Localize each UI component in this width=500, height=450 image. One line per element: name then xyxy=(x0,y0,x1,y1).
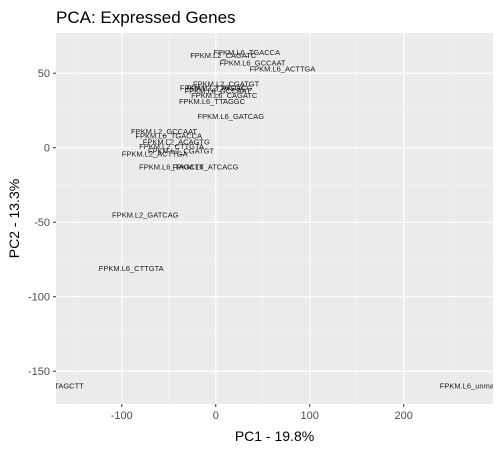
point-label: FPKM.L2_ACTTGA xyxy=(122,149,188,158)
point-label: FPKM.L2_ACAGTG xyxy=(143,137,210,146)
point-label: FPKM.L6_unmatched xyxy=(440,382,500,391)
x-tick-label: 200 xyxy=(395,410,413,422)
y-tick-label: -50 xyxy=(34,217,50,229)
y-axis-ticks: -150 -100 -50 0 50 xyxy=(28,68,56,378)
point-label: FPKM.L2_GCCAAT xyxy=(131,127,198,136)
point-label: FPKM.L6_CAGATC xyxy=(191,91,258,100)
point-label: FPKM.L2_CGATGT xyxy=(148,146,215,155)
point-label: FPKM.L6_GCCAAT xyxy=(185,87,252,96)
point-label: FPKM.L6_TGACCA xyxy=(135,131,202,140)
x-tick-label: -100 xyxy=(111,410,133,422)
point-label: FPKM.L6_GATCAG xyxy=(198,112,265,121)
point-label: FPKM.L2_CAGATC xyxy=(190,51,257,60)
chart-title: PCA: Expressed Genes xyxy=(56,8,236,27)
y-tick-label: 0 xyxy=(44,143,50,155)
point-label: FPKM.L6_ACTTGA xyxy=(250,64,316,73)
y-tick-label: -100 xyxy=(28,292,50,304)
y-axis-title: PC2 - 13.3% xyxy=(6,179,22,258)
point-label: FPKM.L2_CTTGTA xyxy=(139,142,204,151)
point-label: FPKM.L2_TTAGGC xyxy=(180,84,247,93)
point-label: FPKM.L6_TAGCTT xyxy=(139,163,204,172)
point-labels: FPKM.L6_TGACCAFPKM.L2_CAGATCFPKM.L6_GCCA… xyxy=(19,48,500,391)
point-label: FPKM.L2_ATCACG xyxy=(186,84,252,93)
y-tick-label: 50 xyxy=(38,68,50,80)
x-tick-label: 100 xyxy=(301,410,319,422)
major-grid xyxy=(56,33,493,404)
x-tick-label: 0 xyxy=(213,410,219,422)
point-label: FPKM.L2_TAGCTT xyxy=(19,382,84,391)
minor-grid xyxy=(56,33,493,404)
point-label: FPKM.L2_GATCAG xyxy=(112,210,179,219)
point-label: FPKM.L2_CGATGT xyxy=(193,79,260,88)
point-label: FPKM.L6_TGACCA xyxy=(213,48,280,57)
point-label: FPKM.L6_TTAGGC xyxy=(179,97,246,106)
x-axis-title: PC1 - 19.8% xyxy=(235,428,314,444)
point-label: FPKM.L6_CTTGTA xyxy=(99,264,164,273)
y-tick-label: -150 xyxy=(28,366,50,378)
x-axis-ticks: -100 0 100 200 xyxy=(111,404,413,422)
plot-panel xyxy=(56,33,493,404)
point-label: FPKM.L6_GCCAAT xyxy=(219,58,286,67)
point-label: FPKM.L6_ATCACG xyxy=(172,163,238,172)
